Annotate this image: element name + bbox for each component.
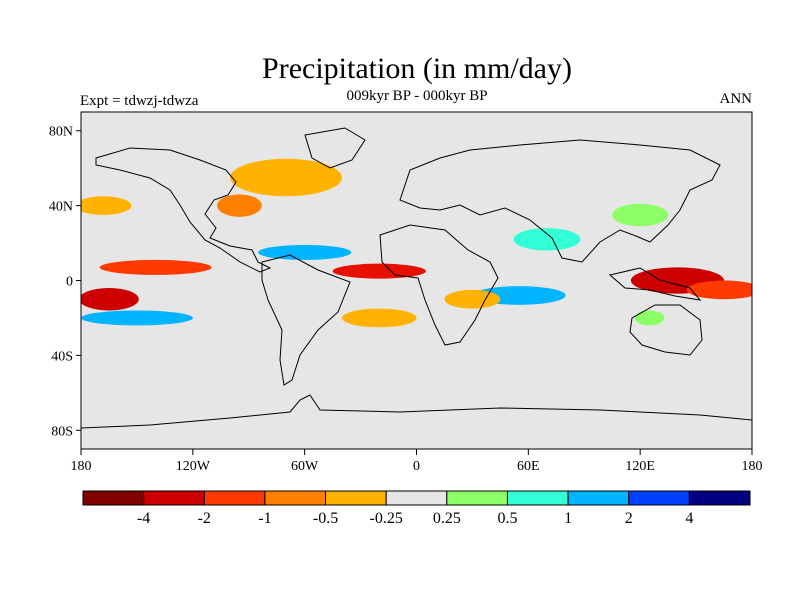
- coast-north-america: [95, 147, 272, 273]
- lon-tick-label: 180: [71, 459, 92, 474]
- anomaly-pacific-north-orange: [81, 196, 132, 215]
- colorbar-swatch: [264, 490, 327, 506]
- colorbar-label: 2: [625, 510, 633, 527]
- coast-antarctica: [81, 394, 752, 429]
- anomaly-india-cyan: [513, 228, 581, 251]
- colorbar: -4 -2 -1 -0.5 -0.25 0.25 0.5 1 2 4: [82, 490, 751, 527]
- colorbar-label: 1: [564, 510, 572, 527]
- coast-maritime-continent: [608, 267, 702, 301]
- lat-tick-label: 80N: [49, 125, 73, 140]
- anomaly-west-pacific-red: [686, 280, 752, 300]
- colorbar-label: -0.5: [313, 510, 338, 527]
- anomaly-africa-orange: [444, 289, 501, 309]
- colorbar-swatch: [506, 490, 569, 506]
- lat-tick-label: 40S: [51, 349, 73, 364]
- anomaly-itcz-blue-north: [258, 244, 352, 260]
- coast-greenland: [304, 127, 366, 169]
- chart-subtitle: 009kyr BP - 000kyr BP: [346, 88, 488, 104]
- colorbar-swatch: [203, 490, 266, 506]
- anomaly-south-pacific-red: [81, 287, 139, 311]
- colorbar-swatch: [688, 490, 751, 506]
- lat-tick-label: 40N: [49, 200, 73, 215]
- coast-eurasia: [399, 139, 721, 263]
- colorbar-label: 0.5: [497, 510, 517, 527]
- lon-tick-label: 120E: [625, 459, 655, 474]
- lon-tick-label: 0: [413, 459, 420, 474]
- colorbar-label: -1: [258, 510, 271, 527]
- lat-tick-label: 80S: [51, 424, 73, 439]
- anomaly-south-pacific-blue: [81, 310, 193, 326]
- lat-tick-label: 0: [66, 275, 73, 290]
- colorbar-label: -4: [137, 510, 150, 527]
- anomaly-fields: [81, 158, 752, 328]
- colorbar-swatch: [143, 490, 205, 506]
- colorbar-label: 0.25: [433, 510, 461, 527]
- anomaly-north-atlantic-orange: [230, 158, 342, 197]
- colorbar-swatch: [628, 490, 690, 506]
- anomaly-east-pacific-red-belt: [99, 259, 212, 275]
- coastlines: [81, 127, 752, 429]
- colorbar-swatch: [446, 490, 508, 506]
- colorbar-label: 4: [685, 510, 693, 527]
- lon-tick-label: 120W: [176, 459, 211, 474]
- experiment-label: Expt = tdwzj-tdwza: [80, 93, 199, 109]
- coast-australia: [629, 304, 703, 356]
- season-label: ANN: [719, 91, 753, 107]
- lon-tick-label: 60E: [517, 459, 540, 474]
- longitude-axis: 180 120W 60W 0 60E 120E 180: [71, 449, 763, 474]
- lon-tick-label: 180: [742, 459, 763, 474]
- anomaly-east-asia-green: [612, 203, 669, 227]
- anomaly-gulf-orange: [217, 194, 262, 217]
- anomaly-australia-green: [634, 310, 665, 326]
- latitude-axis: 80N 40N 0 40S 80S: [49, 125, 81, 439]
- anomaly-atlantic-red-belt: [332, 263, 426, 279]
- coast-africa: [379, 224, 499, 346]
- colorbar-swatch: [325, 490, 387, 506]
- lon-tick-label: 60W: [291, 459, 319, 474]
- colorbar-label: -0.25: [370, 510, 403, 527]
- coast-south-america: [261, 254, 351, 386]
- colorbar-swatch: [82, 490, 145, 506]
- anomaly-south-atlantic-orange: [341, 308, 417, 328]
- chart-title: Precipitation (in mm/day): [262, 52, 572, 85]
- colorbar-label: -2: [198, 510, 211, 527]
- colorbar-swatch: [385, 490, 448, 506]
- colorbar-swatch: [567, 490, 630, 506]
